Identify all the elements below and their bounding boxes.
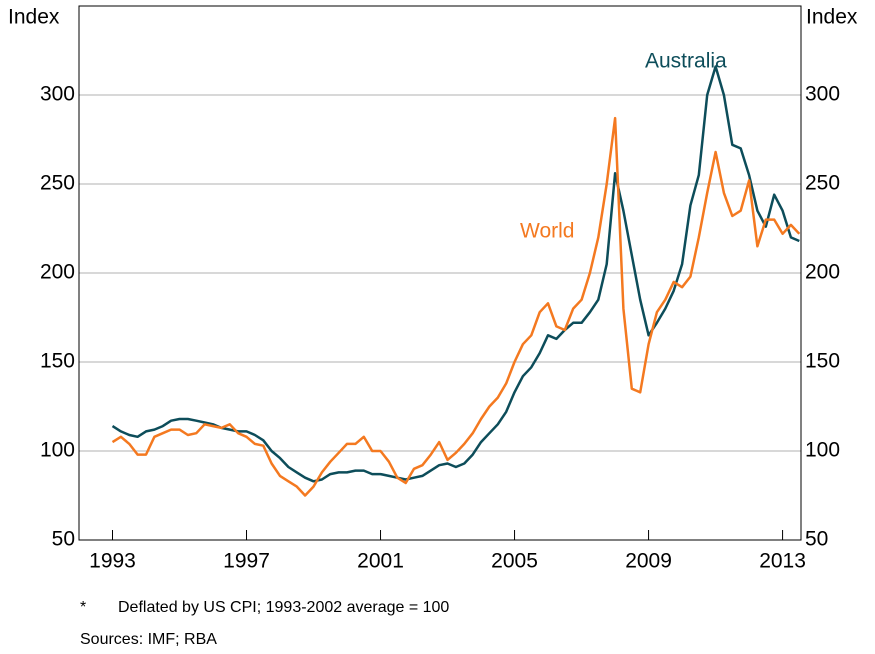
note-text: Deflated by US CPI; 1993-2002 average = …	[118, 599, 449, 616]
x-tick-label: 2005	[491, 550, 538, 573]
x-tick-label: 2013	[759, 550, 806, 573]
x-tick-label: 1993	[89, 550, 136, 573]
y2-tick-label: 100	[805, 439, 840, 462]
y-tick-label: 100	[40, 439, 75, 462]
series-label: Australia	[645, 50, 727, 73]
y-tick-label: 250	[40, 172, 75, 195]
x-tick-label: 2009	[625, 550, 672, 573]
y2-tick-label: 50	[805, 528, 828, 551]
y-tick-label: 150	[40, 350, 75, 373]
note-mark: *	[80, 599, 86, 616]
y-tick-label: 200	[40, 261, 75, 284]
y-tick-label: 300	[40, 83, 75, 106]
plot-frame	[78, 5, 802, 541]
y-axis-label: Index	[8, 6, 60, 29]
y2-axis-label: Index	[806, 6, 858, 29]
x-tick-label: 2001	[357, 550, 404, 573]
series-line	[111, 116, 801, 497]
x-tick-label: 1997	[223, 550, 270, 573]
sources: Sources: IMF; RBA	[80, 631, 217, 648]
series-label: World	[520, 220, 574, 243]
y2-tick-label: 200	[805, 261, 840, 284]
y-tick-label: 50	[52, 528, 75, 551]
series-line	[111, 65, 800, 483]
y2-tick-label: 150	[805, 350, 840, 373]
y2-tick-label: 300	[805, 83, 840, 106]
y2-tick-label: 250	[805, 172, 840, 195]
